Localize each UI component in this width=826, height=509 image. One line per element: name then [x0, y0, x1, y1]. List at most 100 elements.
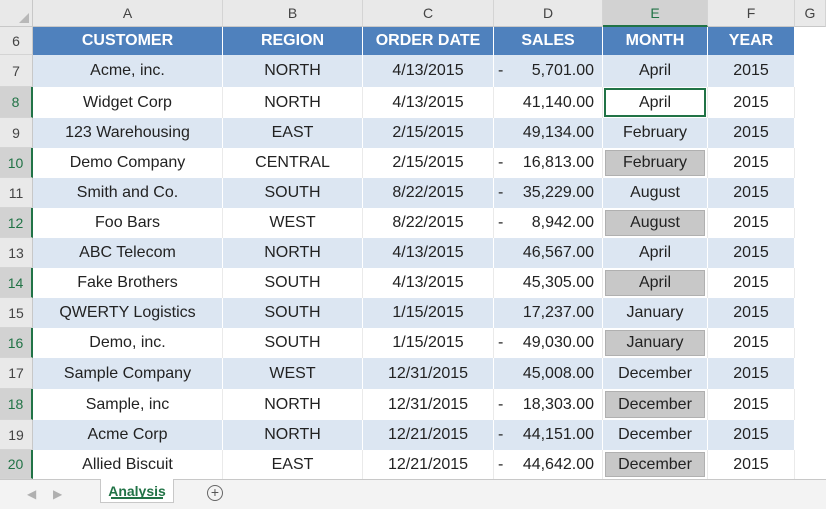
sales-cell[interactable]: 45,008.00: [494, 358, 603, 389]
customer-cell[interactable]: Allied Biscuit: [33, 450, 223, 479]
column-label[interactable]: CUSTOMER: [33, 27, 223, 55]
empty-cell[interactable]: [795, 298, 826, 328]
month-cell[interactable]: December: [603, 389, 708, 420]
sales-cell[interactable]: -44,642.00: [494, 450, 603, 479]
year-cell[interactable]: 2015: [708, 450, 795, 479]
region-cell[interactable]: EAST: [223, 118, 363, 148]
month-cell[interactable]: April: [603, 268, 708, 298]
empty-cell[interactable]: [795, 27, 826, 55]
horizontal-scrollbar[interactable]: [520, 489, 820, 499]
sales-cell[interactable]: -18,303.00: [494, 389, 603, 420]
year-cell[interactable]: 2015: [708, 389, 795, 420]
row-header-10[interactable]: 10: [0, 148, 33, 178]
year-cell[interactable]: 2015: [708, 268, 795, 298]
order-date-cell[interactable]: 1/15/2015: [363, 298, 494, 328]
empty-cell[interactable]: [795, 389, 826, 420]
sales-cell[interactable]: - 8,942.00: [494, 208, 603, 238]
month-cell[interactable]: August: [603, 178, 708, 208]
row-header-12[interactable]: 12: [0, 208, 33, 238]
order-date-cell[interactable]: 8/22/2015: [363, 178, 494, 208]
row-header-6[interactable]: 6: [0, 27, 33, 55]
sales-cell[interactable]: - 5,701.00: [494, 55, 603, 87]
sales-cell[interactable]: - 44,151.00: [494, 420, 603, 450]
empty-cell[interactable]: [795, 238, 826, 268]
month-cell[interactable]: April: [603, 87, 708, 118]
column-header-c[interactable]: C: [363, 0, 494, 27]
sheet-tab-analysis[interactable]: Analysis: [100, 479, 174, 503]
sales-cell[interactable]: 45,305.00: [494, 268, 603, 298]
empty-cell[interactable]: [795, 268, 826, 298]
month-cell[interactable]: January: [603, 328, 708, 358]
month-cell[interactable]: April: [603, 55, 708, 87]
row-header-16[interactable]: 16: [0, 328, 33, 358]
select-all-corner[interactable]: [0, 0, 33, 27]
month-cell[interactable]: December: [603, 450, 708, 479]
row-header-17[interactable]: 17: [0, 358, 33, 389]
column-header-e[interactable]: E: [603, 0, 708, 27]
month-cell[interactable]: January: [603, 298, 708, 328]
year-cell[interactable]: 2015: [708, 298, 795, 328]
column-label[interactable]: SALES: [494, 27, 603, 55]
empty-cell[interactable]: [795, 178, 826, 208]
year-cell[interactable]: 2015: [708, 178, 795, 208]
region-cell[interactable]: CENTRAL: [223, 148, 363, 178]
column-header-g[interactable]: G: [795, 0, 826, 27]
row-header-7[interactable]: 7: [0, 55, 33, 87]
region-cell[interactable]: SOUTH: [223, 178, 363, 208]
order-date-cell[interactable]: 12/21/2015: [363, 420, 494, 450]
order-date-cell[interactable]: 8/22/2015: [363, 208, 494, 238]
customer-cell[interactable]: Widget Corp: [33, 87, 223, 118]
customer-cell[interactable]: Fake Brothers: [33, 268, 223, 298]
region-cell[interactable]: NORTH: [223, 389, 363, 420]
region-cell[interactable]: WEST: [223, 358, 363, 389]
column-header-f[interactable]: F: [708, 0, 795, 27]
customer-cell[interactable]: Sample, inc: [33, 389, 223, 420]
column-header-a[interactable]: A: [33, 0, 223, 27]
order-date-cell[interactable]: 12/31/2015: [363, 358, 494, 389]
sales-cell[interactable]: - 16,813.00: [494, 148, 603, 178]
column-label[interactable]: ORDER DATE: [363, 27, 494, 55]
customer-cell[interactable]: 123 Warehousing: [33, 118, 223, 148]
customer-cell[interactable]: Acme, inc.: [33, 55, 223, 87]
year-cell[interactable]: 2015: [708, 87, 795, 118]
month-cell[interactable]: December: [603, 358, 708, 389]
row-header-15[interactable]: 15: [0, 298, 33, 328]
column-label[interactable]: MONTH: [603, 27, 708, 55]
empty-cell[interactable]: [795, 208, 826, 238]
order-date-cell[interactable]: 4/13/2015: [363, 238, 494, 268]
sales-cell[interactable]: - 35,229.00: [494, 178, 603, 208]
row-header-9[interactable]: 9: [0, 118, 33, 148]
next-sheet-icon[interactable]: ▶: [53, 487, 63, 501]
order-date-cell[interactable]: 4/13/2015: [363, 55, 494, 87]
column-label[interactable]: YEAR: [708, 27, 795, 55]
region-cell[interactable]: SOUTH: [223, 268, 363, 298]
sales-cell[interactable]: 17,237.00: [494, 298, 603, 328]
customer-cell[interactable]: ABC Telecom: [33, 238, 223, 268]
customer-cell[interactable]: Sample Company: [33, 358, 223, 389]
sales-cell[interactable]: 49,134.00: [494, 118, 603, 148]
empty-cell[interactable]: [795, 420, 826, 450]
order-date-cell[interactable]: 2/15/2015: [363, 118, 494, 148]
order-date-cell[interactable]: 4/13/2015: [363, 268, 494, 298]
row-header-19[interactable]: 19: [0, 420, 33, 450]
empty-cell[interactable]: [795, 118, 826, 148]
prev-sheet-icon[interactable]: ◀: [27, 487, 37, 501]
year-cell[interactable]: 2015: [708, 358, 795, 389]
row-header-18[interactable]: 18: [0, 389, 33, 420]
empty-cell[interactable]: [795, 55, 826, 87]
order-date-cell[interactable]: 4/13/2015: [363, 87, 494, 118]
year-cell[interactable]: 2015: [708, 55, 795, 87]
month-cell[interactable]: April: [603, 238, 708, 268]
customer-cell[interactable]: Demo Company: [33, 148, 223, 178]
empty-cell[interactable]: [795, 450, 826, 479]
region-cell[interactable]: NORTH: [223, 55, 363, 87]
order-date-cell[interactable]: 1/15/2015: [363, 328, 494, 358]
column-label[interactable]: REGION: [223, 27, 363, 55]
sales-cell[interactable]: 41,140.00: [494, 87, 603, 118]
row-header-11[interactable]: 11: [0, 178, 33, 208]
year-cell[interactable]: 2015: [708, 328, 795, 358]
month-cell[interactable]: February: [603, 118, 708, 148]
column-header-d[interactable]: D: [494, 0, 603, 27]
empty-cell[interactable]: [795, 87, 826, 118]
region-cell[interactable]: NORTH: [223, 238, 363, 268]
